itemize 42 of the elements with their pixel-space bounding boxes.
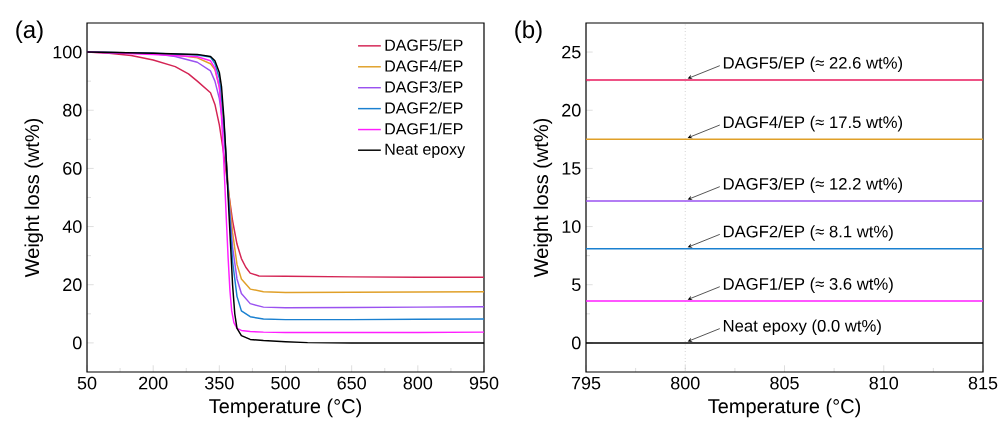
y-tick-label: 100 — [53, 45, 82, 59]
x-tick-label: 810 — [869, 376, 899, 390]
y-tick-label: 5 — [571, 278, 581, 292]
legend-label: DAGF4/EP — [385, 60, 463, 72]
y-tick-label: 20 — [562, 103, 581, 117]
x-tick-label: 200 — [139, 376, 168, 390]
y-tick-label: 25 — [562, 45, 581, 59]
x-tick-label: 650 — [337, 376, 366, 390]
text: (a) — [16, 20, 43, 43]
annotation: DAGF3/EP (≈ 12.2 wt%) — [723, 177, 903, 194]
y-tick-label: 15 — [562, 162, 581, 175]
x-tick-label: 815 — [968, 376, 998, 390]
y-tick-label: 20 — [63, 278, 82, 292]
annotation: Neat epoxy (0.0 wt%) — [723, 319, 881, 335]
y-tick-label: 40 — [62, 220, 82, 233]
legend-label: DAGF2/EP — [385, 101, 463, 114]
legend-label: DAGF3/EP — [385, 80, 463, 93]
y-tick-label: 0 — [571, 336, 581, 350]
x-tick-label: 805 — [770, 376, 799, 390]
annotation: DAGF1/EP (≈ 3.6 wt%) — [723, 277, 893, 294]
annotation: DAGF4/EP (≈ 17.5 wt%) — [723, 115, 903, 132]
x-tick-label: 500 — [271, 376, 300, 390]
y-tick-label: 80 — [63, 103, 82, 117]
annotation: DAGF5/EP (≈ 22.6 wt%) — [723, 56, 903, 73]
legend-label: DAGF5/EP — [385, 39, 463, 51]
x-tick-label: 800 — [671, 376, 700, 390]
legend-label: DAGF1/EP — [385, 122, 463, 135]
y-axis-title: Weight loss (wt%) — [533, 118, 553, 278]
x-tick-label: 950 — [469, 376, 499, 390]
text: (b) — [515, 20, 542, 43]
x-axis-title: Temperature (°C) — [209, 398, 362, 418]
x-axis-title: Temperature (°C) — [708, 398, 861, 418]
x-tick-label: 795 — [571, 376, 601, 390]
y-axis-title: Weight loss (wt%) — [24, 118, 44, 278]
y-tick-label: 10 — [562, 220, 581, 233]
annotation: DAGF2/EP (≈ 8.1 wt%) — [723, 225, 893, 241]
x-tick-label: 50 — [77, 376, 97, 390]
legend-label: Neat epoxy — [385, 143, 466, 159]
y-tick-label: 0 — [73, 336, 82, 350]
y-tick-label: 60 — [63, 162, 82, 175]
x-tick-label: 350 — [205, 376, 234, 390]
x-tick-label: 800 — [403, 376, 433, 390]
